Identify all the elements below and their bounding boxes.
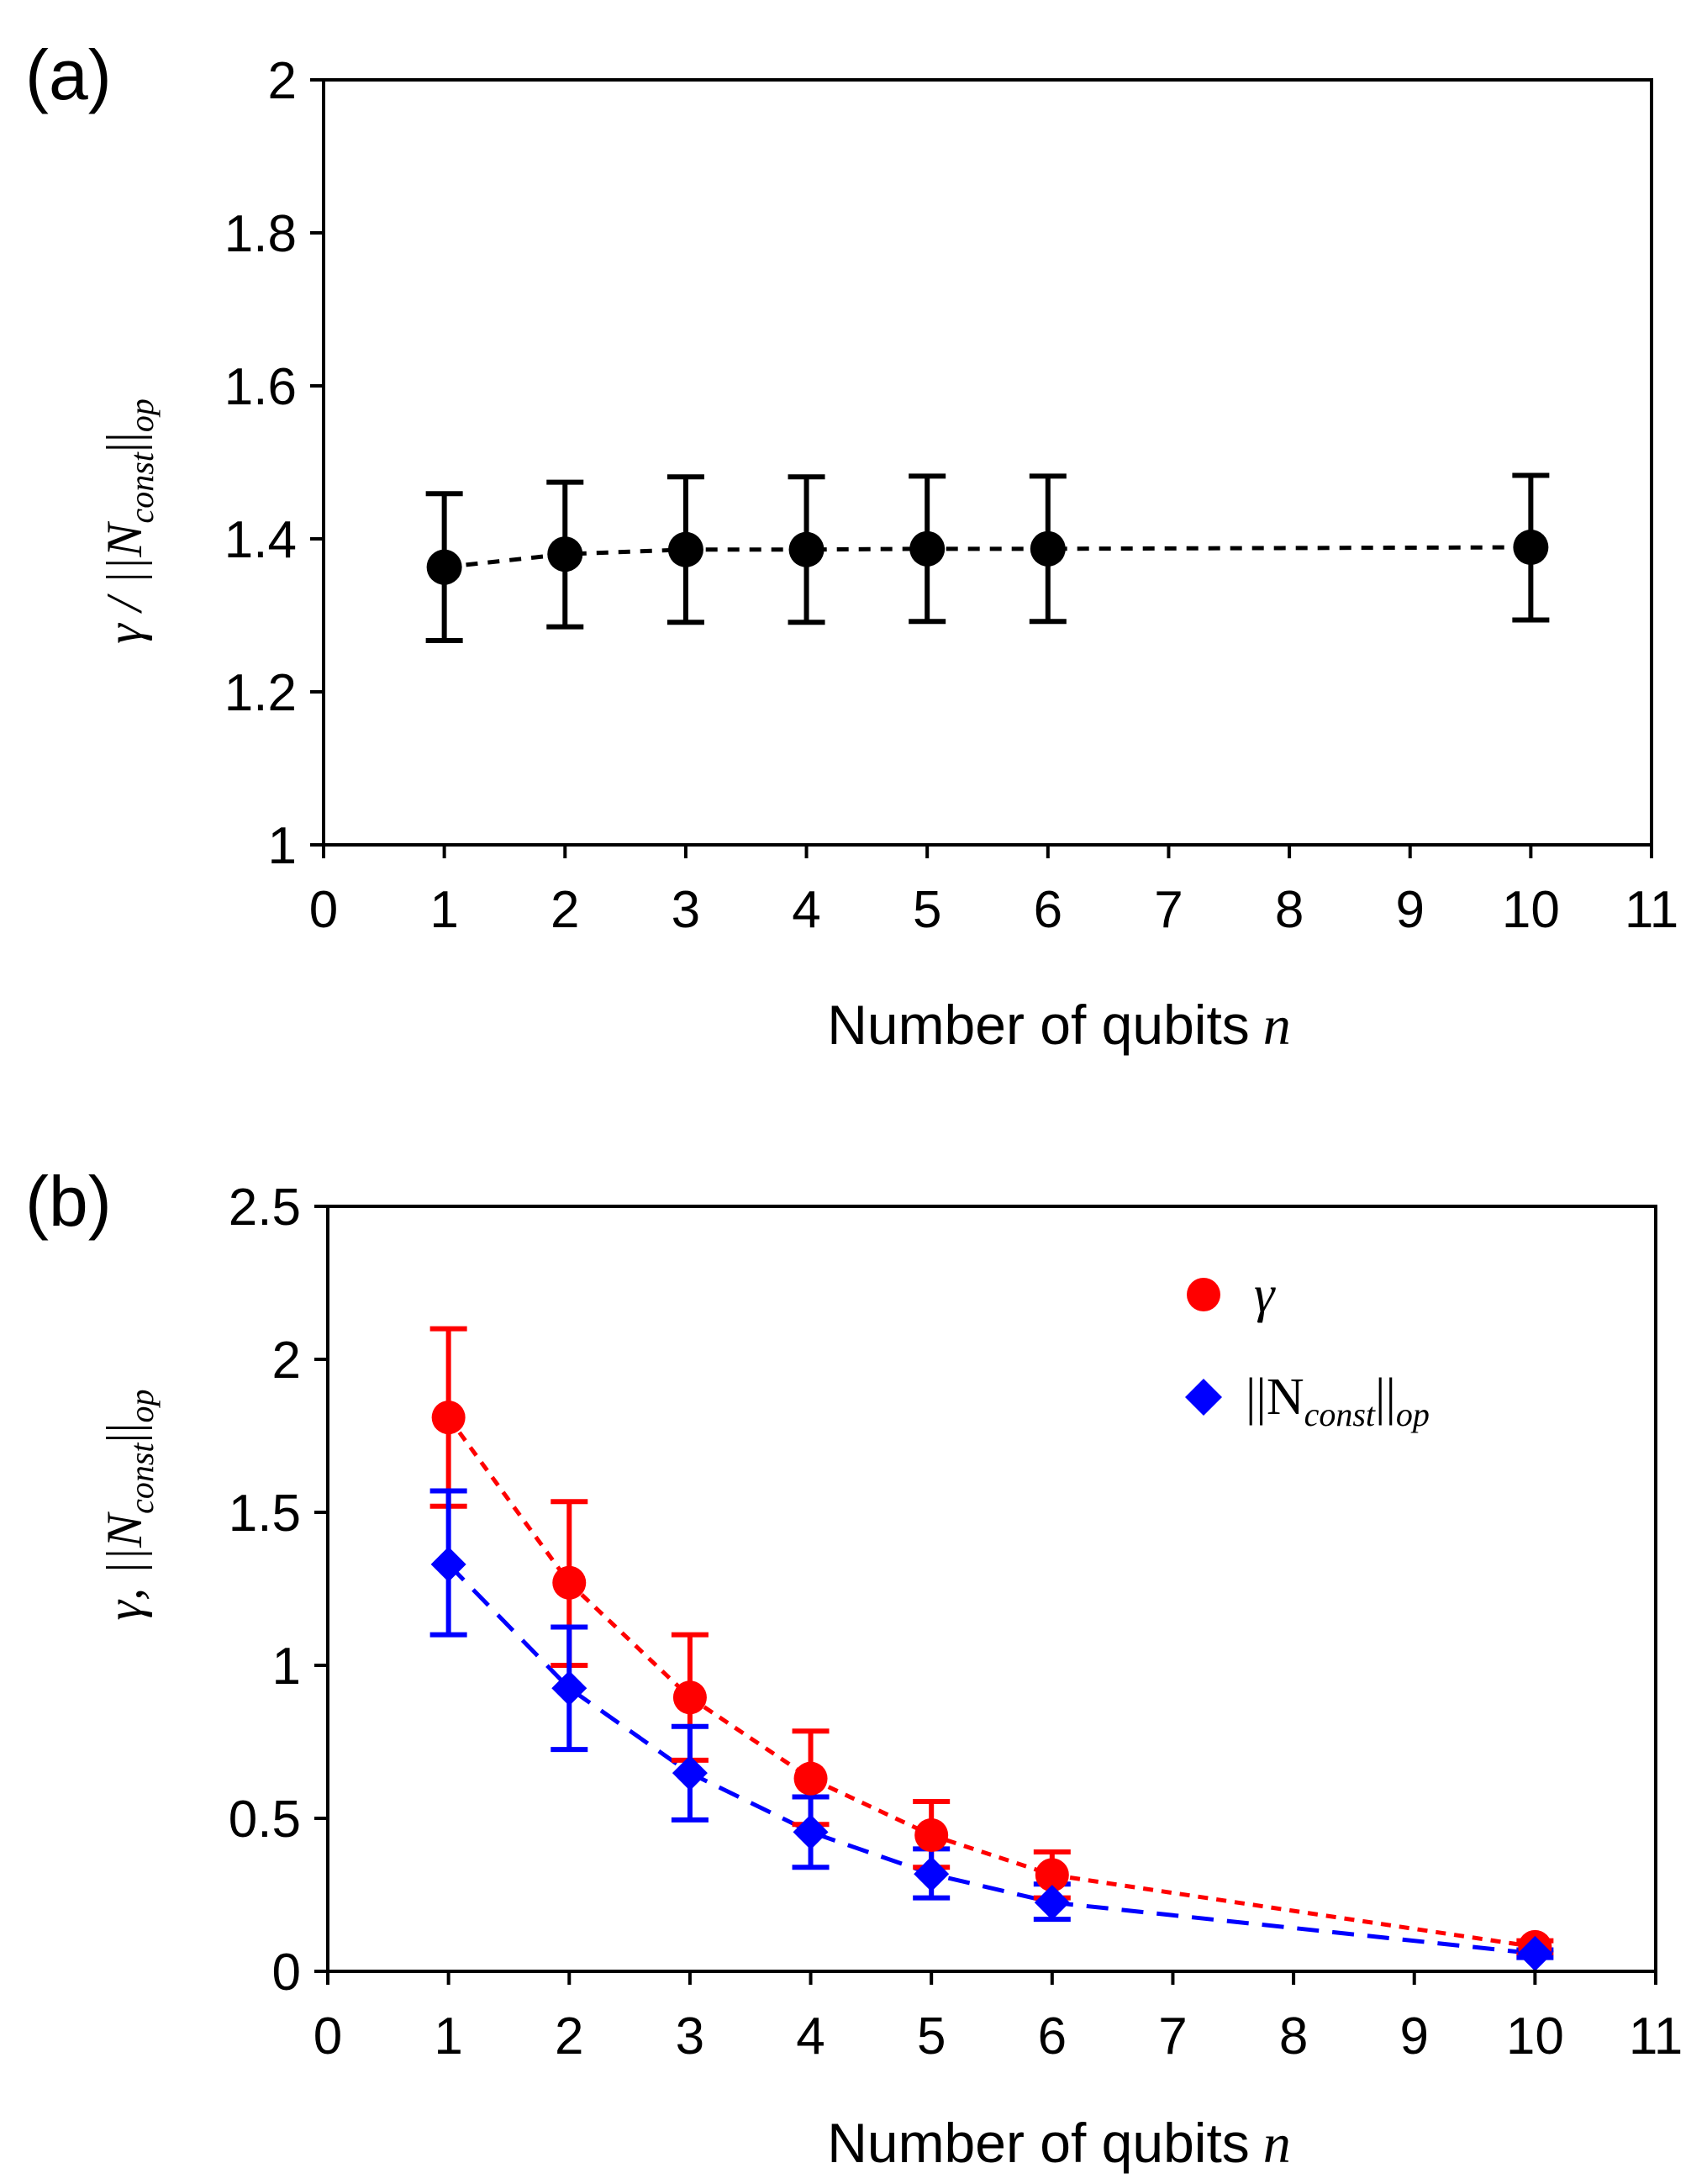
panel-a-series-lines [444, 545, 1531, 570]
panel-b-x-ticks: 0 1 2 3 4 5 6 7 8 9 10 11 [313, 1971, 1683, 2065]
panel-a-y-label-bars: || [97, 432, 152, 452]
series-line-0 [446, 1416, 1536, 1949]
y-tick-label: 1 [272, 1638, 301, 1696]
legend-nconst-marker [1185, 1379, 1222, 1416]
panel-b-series-lines [446, 1416, 1536, 1956]
y-tick-label: 2.5 [229, 1179, 301, 1237]
legend-nconst-sub: const [1304, 1395, 1376, 1433]
panel-b-x-axis-label: Number of qubits n [827, 2112, 1291, 2175]
x-tick-label: 1 [434, 2007, 462, 2065]
data-point-circle [431, 1401, 466, 1435]
panel-b-label: (b) [25, 1162, 112, 1241]
x-tick-label: 1 [429, 881, 458, 939]
x-tick-label: 2 [555, 2007, 583, 2065]
data-point-diamond [672, 1755, 708, 1791]
x-tick-label: 10 [1502, 881, 1560, 939]
x-tick-label: 9 [1395, 881, 1424, 939]
panel-a-x-label-var: n [1263, 995, 1291, 1057]
data-point-circle [788, 531, 825, 567]
x-tick-label: 7 [1158, 2007, 1187, 2065]
data-point-diamond [1034, 1885, 1070, 1921]
panel-a-plot-frame [322, 78, 1653, 847]
y-tick-label: 1.2 [224, 664, 297, 722]
x-tick-label: 4 [796, 2007, 825, 2065]
panel-a-x-ticks: 0 1 2 3 4 5 6 7 8 9 10 11 [309, 845, 1678, 939]
data-point-circle [1513, 530, 1549, 566]
data-point-circle [793, 1761, 828, 1796]
x-tick-label: 9 [1399, 2007, 1428, 2065]
panel-a-y-label-sub2: op [123, 398, 161, 432]
legend-gamma-marker [1187, 1278, 1220, 1311]
legend-nconst-label: ||Nconst||op [1246, 1369, 1430, 1433]
data-point-circle [547, 536, 583, 572]
x-tick-label: 0 [313, 2007, 342, 2065]
data-point-circle [552, 1565, 587, 1600]
data-point-circle [667, 531, 703, 567]
panel-a-y-label-sub: const [123, 451, 161, 523]
data-point-circle [909, 530, 946, 567]
x-tick-label: 11 [1625, 881, 1678, 939]
panel-b-x-label-var: n [1263, 2113, 1291, 2175]
legend-nconst-sub2: op [1396, 1395, 1430, 1433]
panel-a-x-label-text: Number of qubits [827, 994, 1250, 1056]
panel-a-y-axis-label: γ / ||Nconst||op [97, 398, 161, 644]
x-tick-label: 6 [1038, 2007, 1067, 2065]
legend-nconst-bars: || [1375, 1369, 1396, 1426]
x-tick-label: 2 [551, 881, 579, 939]
panel-a-label: (a) [25, 35, 112, 114]
data-point-diamond [793, 1814, 829, 1850]
y-tick-label: 1.5 [229, 1485, 301, 1543]
panel-a-markers [426, 530, 1549, 585]
data-point-diamond [914, 1856, 950, 1892]
y-tick-label: 1 [268, 817, 297, 875]
panel-a-y-ticks: 1 1.2 1.4 1.6 1.8 2 [224, 52, 324, 875]
panel-b-legend: γ ||Nconst||op [1185, 1266, 1430, 1433]
x-tick-label: 8 [1279, 2007, 1308, 2065]
x-tick-label: 3 [672, 881, 700, 939]
panel-b-y-label-sub2: op [123, 1389, 161, 1422]
x-tick-label: 5 [917, 2007, 946, 2065]
panel-b-markers [430, 1401, 1553, 1971]
legend-nconst-main: ||N [1246, 1369, 1304, 1426]
data-point-circle [914, 1818, 949, 1853]
panel-b-y-ticks: 0 0.5 1 1.5 2 2.5 [229, 1179, 328, 2002]
data-point-diamond [551, 1670, 587, 1707]
data-point-circle [1030, 530, 1066, 567]
x-tick-label: 3 [676, 2007, 704, 2065]
y-tick-label: 1.4 [224, 511, 297, 569]
panel-a-x-axis-label: Number of qubits n [827, 994, 1291, 1057]
x-tick-label: 10 [1506, 2007, 1564, 2065]
data-point-diamond [1517, 1935, 1553, 1971]
series-line-0 [444, 545, 1531, 570]
y-tick-label: 1.8 [224, 205, 297, 263]
x-tick-label: 8 [1275, 881, 1304, 939]
panel-b-y-label-bars: || [97, 1422, 152, 1443]
panel-a: (a) 11.21.41.61.82 0 1 2 3 4 5 6 7 8 9 10 11 Number… [25, 35, 1678, 1057]
y-tick-label: 2 [268, 52, 297, 110]
panel-b: (b) 00.511.522.5 0 1 2 3 4 5 6 7 8 9 10 11 γ ||Ncon… [25, 1162, 1683, 2175]
panel-b-y-axis-label: γ, ||Nconst||op [97, 1389, 161, 1620]
y-tick-label: 2 [272, 1332, 301, 1390]
legend-gamma-label: γ [1254, 1266, 1276, 1323]
panel-b-plot-frame [326, 1205, 1657, 1973]
y-tick-label: 0 [272, 1944, 301, 2002]
x-tick-label: 4 [792, 881, 820, 939]
data-point-diamond [430, 1546, 466, 1582]
y-tick-label: 1.6 [224, 358, 297, 416]
x-tick-label: 5 [913, 881, 941, 939]
x-tick-label: 6 [1034, 881, 1062, 939]
x-tick-label: 7 [1154, 881, 1183, 939]
x-tick-label: 0 [309, 881, 338, 939]
y-tick-label: 0.5 [229, 1791, 301, 1849]
panel-a-error-bars [425, 472, 1550, 644]
data-point-circle [1035, 1858, 1069, 1892]
data-point-circle [426, 549, 462, 585]
panel-b-y-label-main: γ, ||N [97, 1511, 152, 1621]
panel-b-x-label-text: Number of qubits [827, 2112, 1250, 2174]
panel-b-y-label-sub: const [123, 1443, 161, 1514]
data-point-circle [672, 1680, 707, 1715]
x-tick-label: 11 [1629, 2007, 1683, 2065]
panel-a-y-label-main: γ / ||N [97, 521, 152, 644]
